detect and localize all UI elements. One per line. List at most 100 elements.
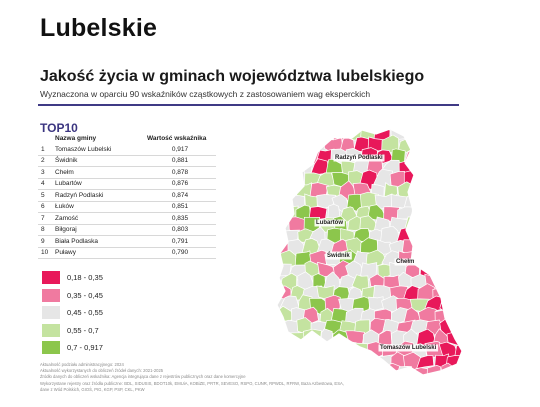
top10-row: 9 Biała Podlaska 0,791 xyxy=(38,235,216,248)
municipality-area xyxy=(447,239,462,257)
municipality-area xyxy=(447,168,462,189)
city-label: Chełm xyxy=(396,259,414,265)
legend-label: 0,18 - 0,35 xyxy=(67,273,103,282)
map-legend: 0,18 - 0,35 0,35 - 0,45 0,45 - 0,55 0,55 - … xyxy=(42,271,103,359)
municipality-name-cell: Biała Podlaska xyxy=(52,235,144,248)
municipality-area xyxy=(427,160,445,178)
municipality-area xyxy=(439,273,459,292)
municipality-area xyxy=(432,216,452,233)
legend-swatch xyxy=(42,306,60,319)
municipality-area xyxy=(287,145,306,166)
municipality-area xyxy=(444,129,462,141)
municipality-area xyxy=(282,138,299,154)
top10-header-row: Nazwa gminy Wartość wskaźnika xyxy=(38,134,216,144)
municipality-area xyxy=(302,129,322,145)
legend-item: 0,55 - 0,7 xyxy=(42,323,103,337)
municipality-area xyxy=(452,319,462,339)
municipality-area xyxy=(426,249,444,268)
municipality-area xyxy=(416,191,437,209)
municipality-area xyxy=(439,135,459,155)
rank-cell: 2 xyxy=(38,155,52,167)
legend-swatch xyxy=(42,341,60,354)
top10-table: Nazwa gminy Wartość wskaźnika 1 Tomaszów … xyxy=(38,134,216,259)
top10-title: TOP10 xyxy=(40,121,78,135)
municipality-area xyxy=(438,157,458,176)
city-label: Radzyń Podlaski xyxy=(335,155,383,161)
municipality-name-cell: Radzyń Podlaski xyxy=(52,189,144,202)
municipality-area xyxy=(418,148,434,163)
municipality-area xyxy=(290,129,307,143)
footnote-line: dane z Wód Polskich, GIOŚ, PIG, KGP, PSP… xyxy=(40,386,145,392)
municipality-area xyxy=(353,362,374,375)
footnote-line: Aktualność podziału administracyjnego: 2… xyxy=(40,362,124,367)
municipality-area xyxy=(447,216,462,234)
indicator-value-cell: 0,874 xyxy=(144,189,216,202)
municipality-area xyxy=(296,136,315,156)
municipality-area xyxy=(310,342,330,358)
indicator-value-cell: 0,876 xyxy=(144,178,216,190)
city-label-background xyxy=(325,251,352,260)
municipality-area xyxy=(277,147,293,166)
municipality-area xyxy=(455,363,462,375)
city-label-background xyxy=(378,344,439,352)
municipality-area xyxy=(416,129,435,140)
municipality-area xyxy=(434,195,453,213)
rank-cell: 9 xyxy=(38,235,52,248)
indicator-value-cell: 0,835 xyxy=(144,212,216,225)
municipality-area xyxy=(297,341,314,359)
heading-divider xyxy=(38,104,459,106)
municipality-area xyxy=(410,202,431,220)
top10-row: 8 Biłgoraj 0,803 xyxy=(38,224,216,236)
city-label: Tomaszów Lubelski xyxy=(380,345,437,351)
municipality-area xyxy=(452,205,462,223)
municipality-area xyxy=(452,160,462,175)
municipality-area xyxy=(368,296,384,311)
municipality-area xyxy=(423,229,446,245)
legend-label: 0,35 - 0,45 xyxy=(67,290,103,300)
city-labels: Radzyń Podlaski Lubartów Świdnik Chełm Tomas… xyxy=(314,154,439,352)
region-outline xyxy=(276,128,463,376)
city-label-group: Tomaszów Lubelski xyxy=(378,344,439,352)
city-label-background xyxy=(333,154,385,162)
municipality-area xyxy=(277,168,292,190)
municipality-layer xyxy=(277,129,462,375)
top10-body: 1 Tomaszów Lubelski 0,917 2 Świdnik 0,881 3 Che… xyxy=(38,144,216,259)
municipality-area xyxy=(339,364,355,375)
top10-row: 5 Radzyń Podlaski 0,874 xyxy=(38,189,216,202)
municipality-area xyxy=(431,260,451,281)
indicator-value-cell: 0,878 xyxy=(144,166,216,179)
chart-heading: Jakość życia w gminach województwa lubel… xyxy=(40,68,425,85)
legend-label: 0,45 - 0,55 xyxy=(67,308,103,317)
municipality-area xyxy=(416,238,436,256)
municipality-area xyxy=(431,170,450,188)
municipality-area xyxy=(277,330,291,347)
indicator-value-cell: 0,917 xyxy=(144,144,216,156)
legend-label: 0,55 - 0,7 xyxy=(67,325,99,335)
rank-cell: 1 xyxy=(38,144,52,156)
municipality-area xyxy=(281,342,300,360)
municipality-area xyxy=(441,251,460,268)
municipality-area xyxy=(456,184,462,198)
city-label: Lubartów xyxy=(316,220,343,226)
municipality-area xyxy=(345,356,366,372)
municipality-area xyxy=(361,351,377,368)
municipality-area xyxy=(416,173,438,189)
municipality-name-cell: Świdnik xyxy=(52,155,144,167)
municipality-area xyxy=(454,135,462,154)
municipality-area xyxy=(431,147,449,165)
municipality-area xyxy=(277,194,294,210)
municipality-area xyxy=(281,157,297,177)
municipality-name-cell: Puławy xyxy=(52,247,144,259)
city-label-group: Chełm xyxy=(394,258,416,266)
indicator-value-cell: 0,791 xyxy=(144,235,216,248)
municipality-area xyxy=(409,135,431,154)
municipality-area xyxy=(368,364,387,375)
municipality-name-cell: Łuków xyxy=(52,201,144,213)
legend-item: 0,7 - 0,917 xyxy=(42,341,103,354)
city-label-group: Radzyń Podlaski xyxy=(333,154,385,162)
indicator-value-cell: 0,803 xyxy=(144,224,216,236)
city-label: Świdnik xyxy=(327,252,350,259)
indicator-value-cell: 0,851 xyxy=(144,201,216,213)
top10-row: 6 Łuków 0,851 xyxy=(38,201,216,213)
municipality-area xyxy=(277,129,291,142)
